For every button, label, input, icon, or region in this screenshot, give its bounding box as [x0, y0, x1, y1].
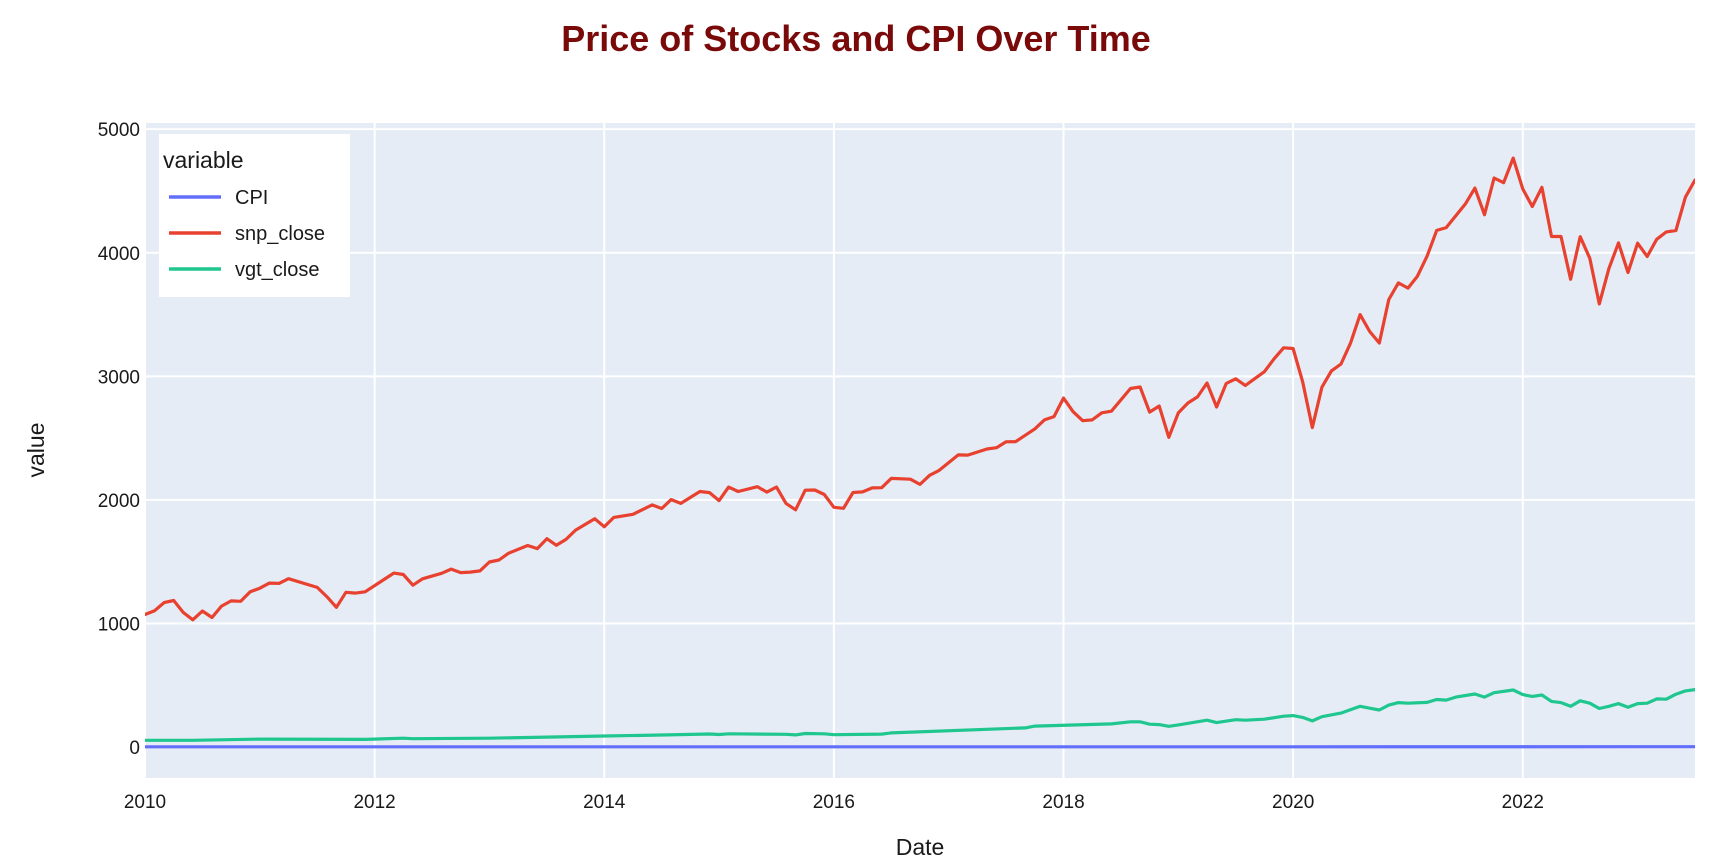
- x-axis-ticks: 2010 2012 2014 2016 2018 2020 2022: [124, 792, 1544, 813]
- x-tick-label: 2010: [124, 792, 166, 813]
- y-tick-label: 2000: [98, 491, 140, 512]
- x-tick-label: 2014: [583, 792, 626, 813]
- series-line-snp-close: [145, 156, 1695, 622]
- x-tick-label: 2022: [1502, 792, 1544, 813]
- x-gridlines: [144, 123, 1524, 778]
- legend-label-CPI: CPI: [235, 187, 268, 209]
- series-line-vgt-close: [145, 688, 1695, 742]
- chart-title: Price of Stocks and CPI Over Time: [561, 18, 1151, 59]
- y-axis-ticks: 0 1000 2000 3000 4000 5000: [98, 120, 140, 759]
- legend: variable CPI snp_close vgt_close: [159, 134, 350, 297]
- y-tick-label: 1000: [98, 615, 140, 636]
- x-axis-title: Date: [896, 834, 945, 860]
- y-tick-label: 3000: [98, 367, 140, 388]
- y-tick-label: 4000: [98, 244, 140, 265]
- x-tick-label: 2016: [813, 792, 855, 813]
- x-tick-label: 2012: [353, 792, 395, 813]
- series-lines: [145, 156, 1695, 749]
- y-tick-label: 0: [129, 738, 140, 759]
- legend-items: CPI snp_close vgt_close: [169, 187, 325, 281]
- legend-title: variable: [163, 147, 244, 173]
- y-tick-label: 5000: [98, 120, 140, 141]
- y-axis-title: value: [23, 423, 49, 478]
- legend-label-vgt-close: vgt_close: [235, 259, 320, 281]
- x-tick-label: 2018: [1042, 792, 1084, 813]
- legend-label-snp-close: snp_close: [235, 223, 325, 245]
- x-tick-label: 2020: [1272, 792, 1314, 813]
- plot-area: [145, 123, 1695, 778]
